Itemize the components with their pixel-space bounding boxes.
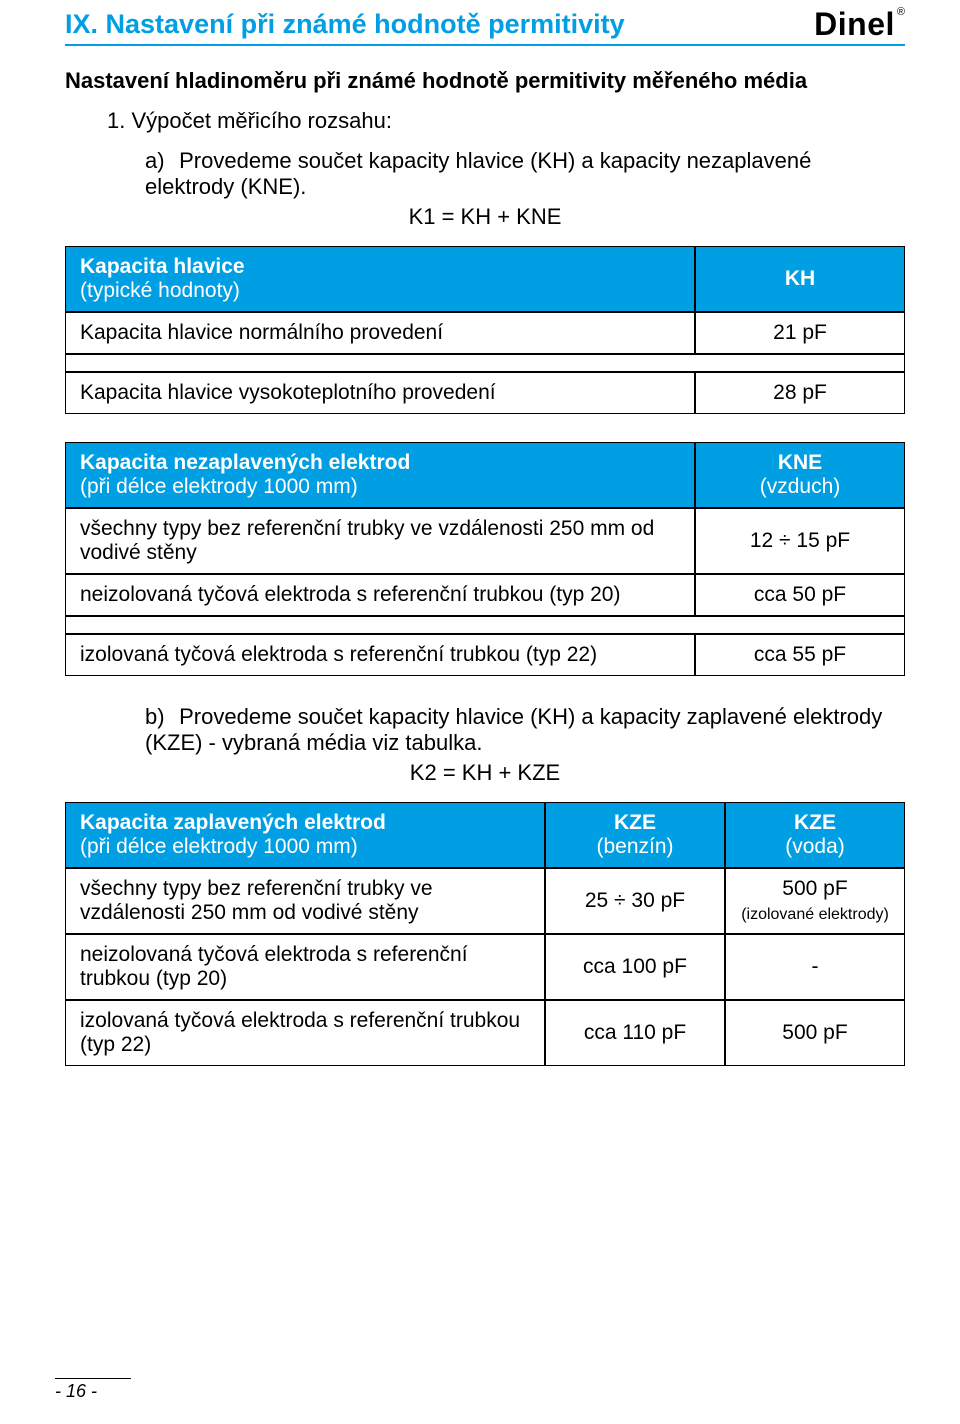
table-cell-value: cca 100 pF [545, 934, 725, 1000]
table-header-left: Kapacita hlavice (typické hodnoty) [65, 246, 695, 312]
table-kapacita-hlavice: Kapacita hlavice (typické hodnoty) KH Ka… [65, 246, 905, 414]
header-line1: KZE [794, 811, 836, 834]
header-line2: (při délce elektrody 1000 mm) [80, 835, 530, 859]
header-line2: (typické hodnoty) [80, 279, 680, 303]
cell-value-note: (izolované elektrody) [741, 906, 889, 923]
table-header-row: Kapacita nezaplavených elektrod (při dél… [65, 442, 905, 508]
table-zaplavenych-elektrod: Kapacita zaplavených elektrod (při délce… [65, 802, 905, 1066]
table-cell-label: izolovaná tyčová elektroda s referenční … [65, 1000, 545, 1066]
table-cell-value: - [725, 934, 905, 1000]
sub-item-label: b) [145, 704, 173, 730]
header-line1: Kapacita nezaplavených elektrod [80, 451, 410, 474]
table-row: neizolovaná tyčová elektroda s referenčn… [65, 934, 905, 1000]
sub-item-text: Provedeme součet kapacity hlavice (KH) a… [145, 148, 811, 199]
table-header-col2: KZE (voda) [725, 802, 905, 868]
header-line1: Kapacita hlavice [80, 255, 245, 278]
table-header-row: Kapacita zaplavených elektrod (při délce… [65, 802, 905, 868]
sub-item-b: b) Provedeme součet kapacity hlavice (KH… [145, 704, 905, 756]
list-item-1: 1. Výpočet měřicího rozsahu: [107, 108, 905, 134]
logo-text: Dinel [814, 8, 895, 40]
item-text: Výpočet měřicího rozsahu: [131, 108, 391, 133]
table-header-row: Kapacita hlavice (typické hodnoty) KH [65, 246, 905, 312]
page-footer: - 16 - [55, 1378, 131, 1402]
header-line1: Kapacita zaplavených elektrod [80, 811, 386, 834]
table-cell-value: cca 50 pF [695, 574, 905, 616]
table-cell-value: 28 pF [695, 372, 905, 414]
header-line1: KZE [614, 811, 656, 834]
header-line2: (při délce elektrody 1000 mm) [80, 475, 680, 499]
table-cell-value: 21 pF [695, 312, 905, 354]
table-row: neizolovaná tyčová elektroda s referenčn… [65, 574, 905, 616]
page-number: - 16 - [55, 1381, 97, 1401]
sub-item-label: a) [145, 148, 173, 174]
table-cell-value: 500 pF (izolované elektrody) [725, 868, 905, 934]
table-row: izolovaná tyčová elektroda s referenční … [65, 634, 905, 676]
header-line2: (voda) [740, 835, 890, 859]
cell-value-main: 500 pF [782, 877, 847, 900]
table-cell-label: Kapacita hlavice vysokoteplotního proved… [65, 372, 695, 414]
table-header-left: Kapacita nezaplavených elektrod (při dél… [65, 442, 695, 508]
table-header-right: KNE (vzduch) [695, 442, 905, 508]
table-header-left: Kapacita zaplavených elektrod (při délce… [65, 802, 545, 868]
table-spacer [65, 354, 905, 372]
item-number: 1. [107, 108, 125, 133]
header-line2: (vzduch) [710, 475, 890, 499]
table-cell-value: cca 55 pF [695, 634, 905, 676]
table-cell-value: 500 pF [725, 1000, 905, 1066]
formula-k1: K1 = KH + KNE [65, 204, 905, 230]
table-cell-label: Kapacita hlavice normálního provedení [65, 312, 695, 354]
table-cell-label: neizolovaná tyčová elektroda s referenčn… [65, 934, 545, 1000]
table-row: všechny typy bez referenční trubky ve vz… [65, 868, 905, 934]
table-header-right: KH [695, 246, 905, 312]
table-cell-value: 12 ÷ 15 pF [695, 508, 905, 574]
table-cell-label: izolovaná tyčová elektroda s referenční … [65, 634, 695, 676]
table-cell-value: cca 110 pF [545, 1000, 725, 1066]
formula-k2: K2 = KH + KZE [65, 760, 905, 786]
table-cell-label: neizolovaná tyčová elektroda s referenčn… [65, 574, 695, 616]
table-spacer [65, 616, 905, 634]
table-row: Kapacita hlavice normálního provedení 21… [65, 312, 905, 354]
registered-icon: ® [897, 6, 905, 18]
page-header: IX. Nastavení při známé hodnotě permitiv… [65, 8, 905, 46]
footer-rule [55, 1378, 131, 1379]
intro-text: Nastavení hladinoměru při známé hodnotě … [65, 68, 905, 94]
section-title: IX. Nastavení při známé hodnotě permitiv… [65, 9, 625, 40]
table-row: všechny typy bez referenční trubky ve vz… [65, 508, 905, 574]
logo: Dinel ® [814, 8, 905, 40]
table-cell-value: 25 ÷ 30 pF [545, 868, 725, 934]
sub-item-text: Provedeme součet kapacity hlavice (KH) a… [145, 704, 882, 755]
table-row: izolovaná tyčová elektroda s referenční … [65, 1000, 905, 1066]
table-nezaplavenych-elektrod: Kapacita nezaplavených elektrod (při dél… [65, 442, 905, 676]
sub-item-a: a) Provedeme součet kapacity hlavice (KH… [145, 148, 905, 200]
table-header-col1: KZE (benzín) [545, 802, 725, 868]
header-line1: KNE [778, 451, 822, 474]
table-row: Kapacita hlavice vysokoteplotního proved… [65, 372, 905, 414]
header-line2: (benzín) [560, 835, 710, 859]
table-cell-label: všechny typy bez referenční trubky ve vz… [65, 508, 695, 574]
table-cell-label: všechny typy bez referenční trubky ve vz… [65, 868, 545, 934]
